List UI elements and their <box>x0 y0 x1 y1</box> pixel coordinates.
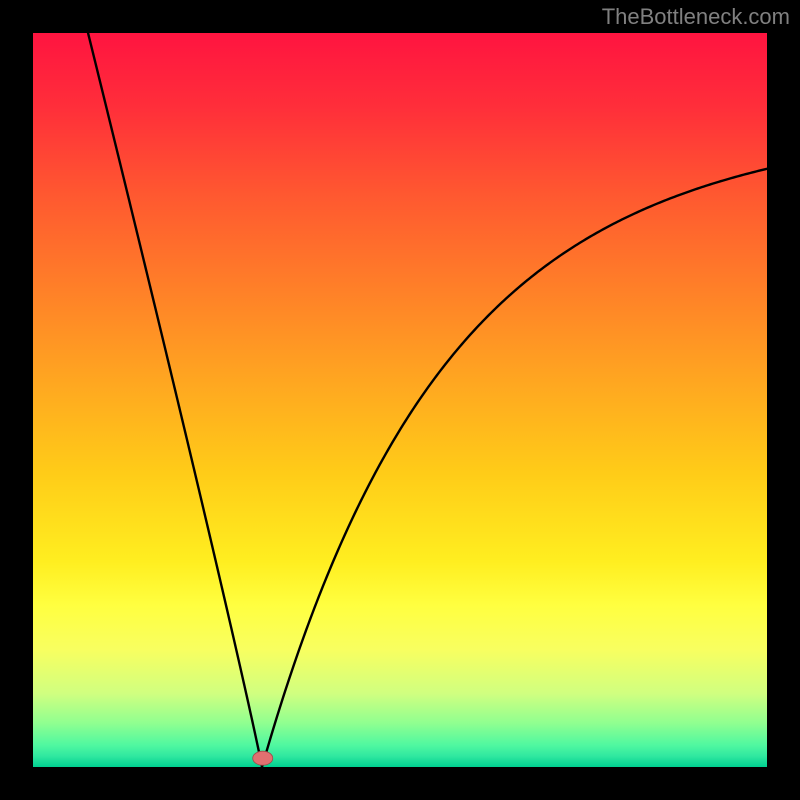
dip-marker <box>253 751 273 765</box>
bottleneck-chart <box>0 0 800 800</box>
chart-stage: TheBottleneck.com <box>0 0 800 800</box>
plot-background <box>33 33 767 767</box>
